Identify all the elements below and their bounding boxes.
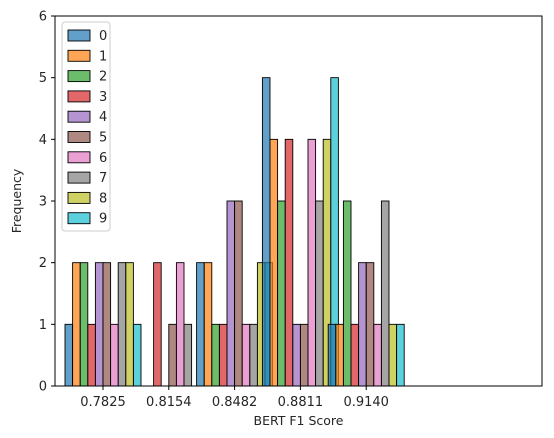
bar-series-6-cat-3 — [307, 138, 317, 387]
bar-series-2-cat-0 — [79, 262, 89, 387]
legend-label-1: 1 — [99, 49, 107, 64]
legend-label-6: 6 — [99, 151, 107, 166]
bar-series-1-cat-0 — [72, 262, 81, 387]
x-tick-label: 0.8811 — [278, 395, 324, 410]
bar-series-6-cat-2 — [241, 323, 251, 387]
legend-swatch-2 — [67, 70, 91, 83]
bar-series-7-cat-2 — [249, 323, 258, 387]
bar-series-3-cat-0 — [87, 323, 96, 387]
bar-series-0-cat-3 — [261, 77, 271, 387]
bar-series-1-cat-3 — [269, 138, 279, 387]
bar-series-2-cat-3 — [277, 200, 286, 387]
legend-swatch-8 — [67, 191, 91, 204]
x-axis: 0.7825 0.8154 0.8482 0.8811 0.9140 — [80, 386, 389, 410]
legend-swatch-4 — [67, 110, 91, 123]
x-tick-label: 0.9140 — [343, 395, 389, 410]
bar-series-3-cat-4 — [350, 323, 360, 387]
bar-series-4-cat-0 — [94, 262, 104, 387]
bar-series-9-cat-4 — [396, 323, 405, 387]
bar-series-0-cat-0 — [64, 323, 74, 387]
legend-label-2: 2 — [99, 70, 107, 85]
legend-label-8: 8 — [99, 191, 107, 206]
bar-series-6-cat-1 — [175, 262, 185, 387]
x-tick-label: 0.7825 — [80, 395, 126, 410]
y-tick-label: 6 — [39, 10, 47, 25]
legend-label-9: 9 — [99, 212, 107, 227]
bar-series-6-cat-0 — [110, 323, 119, 387]
bar-series-1-cat-4 — [335, 323, 344, 387]
bar-series-0-cat-4 — [327, 323, 337, 387]
bar-series-5-cat-3 — [299, 323, 309, 387]
y-axis-label: Frequency — [9, 168, 24, 233]
y-tick-label: 0 — [39, 380, 47, 395]
legend-label-3: 3 — [99, 90, 107, 105]
bar-series-7-cat-1 — [183, 323, 193, 387]
legend-swatch-9 — [67, 212, 91, 225]
bar-series-5-cat-2 — [234, 200, 243, 387]
bar-series-3-cat-2 — [218, 323, 228, 387]
bar-series-2-cat-4 — [342, 200, 352, 387]
bar-series-1-cat-2 — [203, 262, 213, 387]
x-tick-label: 0.8482 — [212, 395, 258, 410]
legend-swatch-1 — [67, 49, 91, 62]
bar-series-0-cat-2 — [196, 262, 205, 387]
bar-series-2-cat-2 — [211, 323, 220, 387]
legend-label-4: 4 — [99, 110, 107, 125]
bar-series-5-cat-4 — [365, 262, 375, 387]
bar-series-9-cat-0 — [132, 323, 142, 387]
y-tick-label: 3 — [39, 195, 47, 210]
y-tick-label: 4 — [39, 133, 47, 148]
legend-swatch-5 — [67, 131, 91, 143]
bar-series-7-cat-3 — [315, 200, 324, 387]
y-axis: 0 1 2 3 4 5 6 — [39, 10, 55, 395]
legend-swatch-7 — [67, 171, 91, 184]
legend-label-7: 7 — [99, 171, 107, 186]
legend-label-5: 5 — [99, 131, 107, 146]
x-tick-label: 0.8154 — [146, 395, 192, 410]
legend-swatch-3 — [67, 90, 91, 103]
legend-label-0: 0 — [99, 29, 107, 44]
bar-series-6-cat-4 — [373, 323, 382, 387]
y-tick-label: 2 — [39, 256, 47, 271]
y-tick-label: 5 — [39, 71, 47, 86]
bar-series-3-cat-1 — [153, 262, 162, 387]
bar-series-7-cat-4 — [380, 200, 390, 387]
bars-layer — [64, 77, 405, 387]
y-tick-label: 1 — [39, 318, 47, 333]
bar-series-8-cat-0 — [125, 262, 134, 387]
bar-series-4-cat-4 — [358, 262, 367, 387]
legend-swatch-6 — [67, 151, 91, 164]
bar-series-5-cat-0 — [102, 262, 112, 387]
bar-series-4-cat-2 — [226, 200, 236, 387]
bar-series-3-cat-3 — [284, 138, 294, 387]
bar-series-5-cat-1 — [168, 323, 177, 387]
legend: 0 1 2 3 4 5 6 7 8 9 — [61, 21, 111, 232]
bar-series-4-cat-3 — [292, 323, 301, 387]
bar-series-8-cat-4 — [388, 323, 398, 387]
legend-swatch-0 — [67, 29, 91, 42]
bar-series-7-cat-0 — [117, 262, 127, 387]
x-axis-label: BERT F1 Score — [254, 413, 344, 428]
